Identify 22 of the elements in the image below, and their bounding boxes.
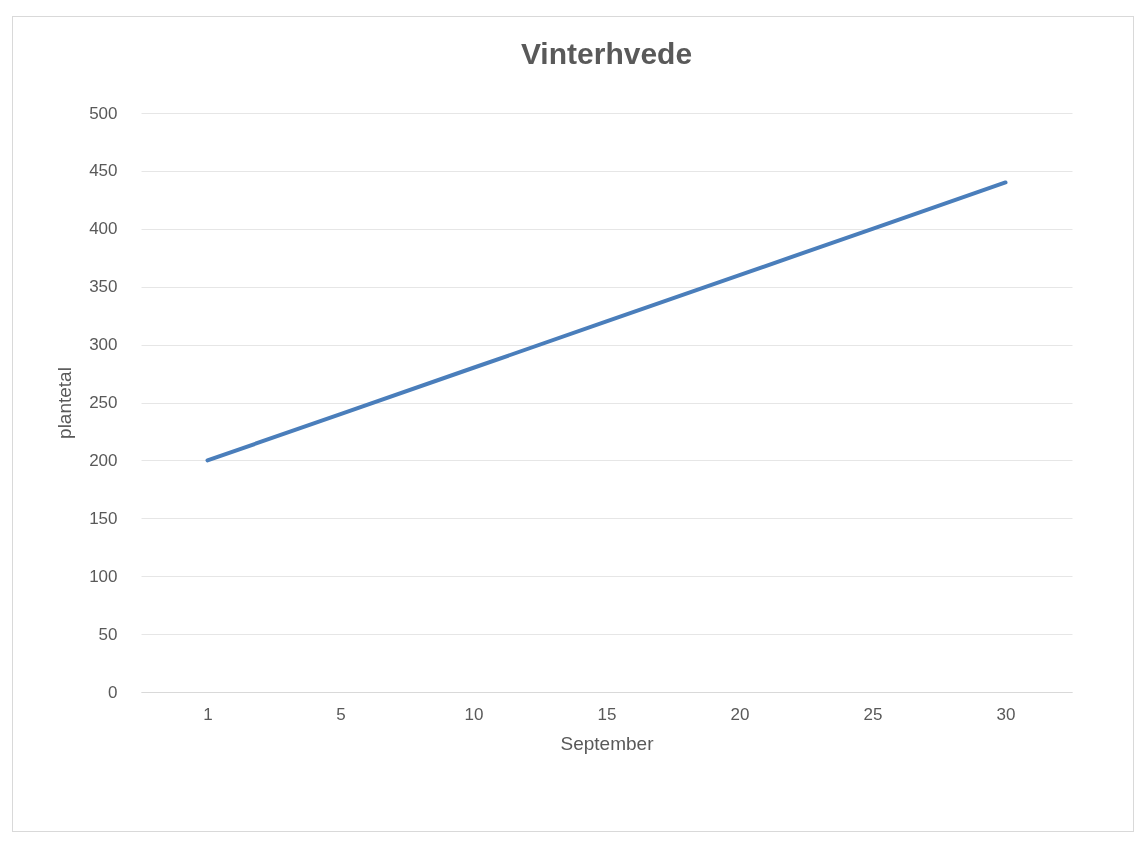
x-tick-label: 25 xyxy=(863,704,883,724)
x-tick-label: 5 xyxy=(336,704,346,724)
y-tick-label: 150 xyxy=(89,508,118,528)
y-tick-label: 250 xyxy=(89,393,118,412)
y-axis-title: plantetal xyxy=(54,367,76,439)
y-tick-label: 0 xyxy=(108,682,118,702)
y-tick-label: 500 xyxy=(89,103,118,123)
y-tick-label: 450 xyxy=(89,161,118,181)
x-axis-title: September xyxy=(560,732,655,754)
y-tick-label: 300 xyxy=(89,335,118,355)
x-tick-label: 20 xyxy=(730,704,750,724)
x-tick-label: 10 xyxy=(464,704,484,724)
y-tick-label: 200 xyxy=(89,450,118,470)
x-tick-label: 15 xyxy=(597,704,617,724)
chart-title: Vinterhvede xyxy=(520,37,693,70)
line-series xyxy=(205,180,1008,463)
x-tick-label: 30 xyxy=(996,704,1016,724)
y-tick-label: 50 xyxy=(98,624,118,644)
y-tick-label: 400 xyxy=(89,219,118,239)
x-tick-label: 1 xyxy=(203,704,213,724)
y-tick-label: 100 xyxy=(89,566,118,586)
y-tick-label: 350 xyxy=(89,277,118,297)
